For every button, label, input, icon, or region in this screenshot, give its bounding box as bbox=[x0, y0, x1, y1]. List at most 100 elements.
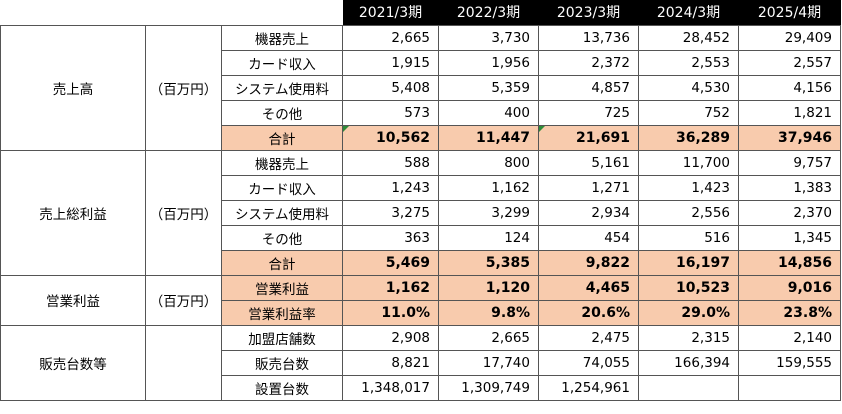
unit-label bbox=[145, 324, 222, 401]
row-label: 合計 bbox=[221, 249, 343, 276]
cell: 3,299 bbox=[438, 199, 539, 226]
row-label: 加盟店舗数 bbox=[221, 324, 343, 351]
table-row: システム使用料 5,408 5,359 4,857 4,530 4,156 bbox=[1, 74, 841, 101]
cell bbox=[638, 374, 739, 401]
cell: 1,243 bbox=[342, 174, 439, 201]
cell: 4,857 bbox=[538, 74, 639, 101]
cell: 5,469 bbox=[342, 249, 439, 276]
cell: 10,523 bbox=[638, 274, 739, 301]
table-row: 販売台数等 加盟店舗数 2,908 2,665 2,475 2,315 2,14… bbox=[0, 324, 841, 401]
cell: 1,162 bbox=[438, 174, 539, 201]
table-row: 売上高 （百万円） 機器売上 2,665 3,730 13,736 28,452… bbox=[0, 24, 841, 151]
cell: 1,821 bbox=[738, 99, 841, 126]
cell: 166,394 bbox=[638, 349, 739, 376]
cell: 74,055 bbox=[538, 349, 639, 376]
cell: 23.8% bbox=[738, 299, 841, 326]
cell: 725 bbox=[538, 99, 639, 126]
cell: 8,821 bbox=[342, 349, 439, 376]
cell: 363 bbox=[342, 224, 439, 251]
column-header: 2024/3期 bbox=[638, 0, 739, 25]
cell: 159,555 bbox=[738, 349, 841, 376]
row-label: その他 bbox=[221, 99, 343, 126]
cell bbox=[738, 374, 841, 401]
section-label: 売上高 bbox=[0, 24, 146, 151]
cell: 1,254,961 bbox=[538, 374, 639, 401]
cell: 4,465 bbox=[538, 274, 639, 301]
table-row: その他 573 400 725 752 1,821 bbox=[1, 99, 841, 126]
cell: 573 bbox=[342, 99, 439, 126]
cell: 11,700 bbox=[638, 149, 739, 176]
cell: 124 bbox=[438, 224, 539, 251]
table-row: その他 363 124 454 516 1,345 bbox=[1, 224, 841, 251]
cell: 28,452 bbox=[638, 24, 739, 51]
cell: 454 bbox=[538, 224, 639, 251]
row-label: 営業利益率 bbox=[221, 299, 343, 326]
cell: 2,315 bbox=[638, 324, 739, 351]
cell: 2,370 bbox=[738, 199, 841, 226]
cell: 5,408 bbox=[342, 74, 439, 101]
cell: 14,856 bbox=[738, 249, 841, 276]
cell: 5,359 bbox=[438, 74, 539, 101]
table-row: 販売台数 8,821 17,740 74,055 166,394 159,555 bbox=[1, 349, 841, 376]
unit-label: （百万円） bbox=[145, 274, 222, 326]
financial-table: 2021/3期 2022/3期 2023/3期 2024/3期 2025/4期 … bbox=[0, 0, 841, 401]
header-spacer bbox=[0, 0, 343, 25]
table-row: 売上総利益 （百万円） 機器売上 588 800 5,161 11,700 9,… bbox=[0, 149, 841, 276]
cell: 4,530 bbox=[638, 74, 739, 101]
row-label: システム使用料 bbox=[221, 74, 343, 101]
cell: 11.0% bbox=[342, 299, 439, 326]
row-label: カード収入 bbox=[221, 49, 343, 76]
cell: 9,016 bbox=[738, 274, 841, 301]
cell: 13,736 bbox=[538, 24, 639, 51]
cell: 800 bbox=[438, 149, 539, 176]
cell: 2,372 bbox=[538, 49, 639, 76]
unit-label: （百万円） bbox=[145, 149, 222, 276]
cell: 4,156 bbox=[738, 74, 841, 101]
section-label: 売上総利益 bbox=[0, 149, 146, 276]
cell: 5,385 bbox=[438, 249, 539, 276]
table-row: システム使用料 3,275 3,299 2,934 2,556 2,370 bbox=[1, 199, 841, 226]
cell: 1,162 bbox=[342, 274, 439, 301]
column-header: 2022/3期 bbox=[438, 0, 539, 25]
cell: 3,730 bbox=[438, 24, 539, 51]
cell: 20.6% bbox=[538, 299, 639, 326]
table-row: 設置台数 1,348,017 1,309,749 1,254,961 bbox=[1, 374, 841, 401]
column-header: 2025/4期 bbox=[738, 0, 841, 25]
cell: 400 bbox=[438, 99, 539, 126]
row-label: カード収入 bbox=[221, 174, 343, 201]
section-label: 販売台数等 bbox=[0, 324, 146, 401]
unit-label: （百万円） bbox=[145, 24, 222, 151]
cell: 1,915 bbox=[342, 49, 439, 76]
cell: 2,475 bbox=[538, 324, 639, 351]
cell: 2,934 bbox=[538, 199, 639, 226]
section-label: 営業利益 bbox=[0, 274, 146, 326]
row-label: 機器売上 bbox=[221, 24, 343, 51]
cell: 9,757 bbox=[738, 149, 841, 176]
cell: 1,956 bbox=[438, 49, 539, 76]
cell: 16,197 bbox=[638, 249, 739, 276]
column-header: 2023/3期 bbox=[538, 0, 639, 25]
cell: 2,553 bbox=[638, 49, 739, 76]
cell: 1,345 bbox=[738, 224, 841, 251]
row-label: 設置台数 bbox=[221, 374, 343, 401]
cell: 2,665 bbox=[342, 24, 439, 51]
header-row: 2021/3期 2022/3期 2023/3期 2024/3期 2025/4期 bbox=[0, 0, 841, 25]
cell: 3,275 bbox=[342, 199, 439, 226]
cell: 17,740 bbox=[438, 349, 539, 376]
row-label: システム使用料 bbox=[221, 199, 343, 226]
cell: 1,309,749 bbox=[438, 374, 539, 401]
cell: 2,908 bbox=[342, 324, 439, 351]
cell: 9.8% bbox=[438, 299, 539, 326]
cell: 2,665 bbox=[438, 324, 539, 351]
table-row: カード収入 1,915 1,956 2,372 2,553 2,557 bbox=[1, 49, 841, 76]
cell: 5,161 bbox=[538, 149, 639, 176]
row-label: 機器売上 bbox=[221, 149, 343, 176]
cell: 36,289 bbox=[638, 124, 739, 151]
cell: 1,383 bbox=[738, 174, 841, 201]
cell: 11,447 bbox=[438, 124, 539, 151]
cell: 1,271 bbox=[538, 174, 639, 201]
table-row: 営業利益 （百万円） 営業利益 1,162 1,120 4,465 10,523… bbox=[0, 274, 841, 326]
cell: 29.0% bbox=[638, 299, 739, 326]
row-label: 合計 bbox=[221, 124, 343, 151]
cell: 2,140 bbox=[738, 324, 841, 351]
